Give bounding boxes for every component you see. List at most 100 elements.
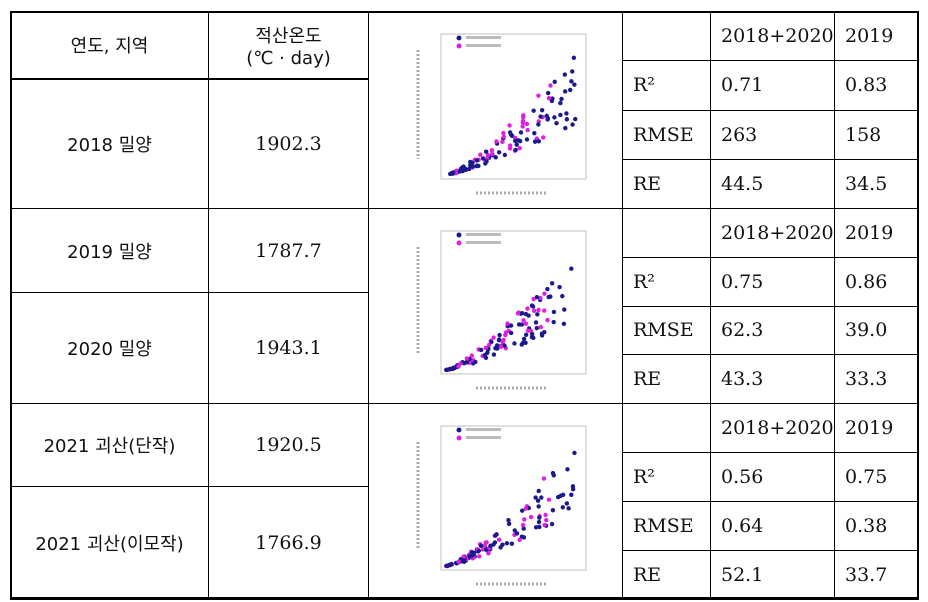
stat-value: 0.38 [834, 501, 919, 551]
plot-decor [546, 95, 551, 100]
plot-decor [457, 168, 462, 174]
plot-decor [456, 427, 461, 432]
plot-decor [557, 112, 563, 117]
plot-image [416, 33, 586, 194]
plot-decor [539, 331, 544, 336]
plot-decor [501, 342, 507, 348]
plot-decor [564, 116, 569, 121]
plot-decor [531, 130, 537, 135]
plot-decor [549, 280, 554, 285]
plot-decor [477, 152, 483, 157]
plot-decor [553, 120, 559, 125]
plot-decor [517, 138, 522, 143]
plot-decor [532, 138, 537, 144]
plot-decor [504, 540, 509, 545]
plot-decor [570, 486, 575, 491]
cell-text: 연도, 지역 [70, 36, 149, 57]
plot-decor [502, 152, 507, 157]
plot-decor [440, 230, 586, 374]
plot-decor [560, 504, 565, 509]
plot-cell [368, 403, 623, 600]
stat-label: RE [622, 354, 711, 404]
cell-text: 2019 [845, 417, 894, 439]
plot-decor [465, 35, 501, 39]
stat-header: 2019 [834, 11, 919, 62]
stat-value: 158 [834, 109, 919, 160]
plot-decor [537, 295, 543, 300]
plot-decor [456, 240, 461, 245]
plot-decor [469, 549, 474, 555]
plot-decor [525, 327, 530, 333]
cell-text: 0.75 [721, 270, 764, 293]
plot-decor [440, 425, 586, 570]
stat-value: 0.75 [834, 452, 919, 502]
plot-decor [501, 134, 506, 139]
plot-decor [536, 519, 541, 524]
plot-decor [567, 87, 572, 92]
plot-decor [508, 330, 513, 335]
plot-decor [478, 543, 483, 548]
stat-label: RMSE [622, 109, 711, 160]
gdd-cell: 1920.5 [208, 403, 369, 487]
stat-value: 263 [710, 109, 835, 160]
cell-text: 1787.7 [255, 239, 322, 262]
plot-decor [519, 123, 525, 129]
stat-label: RE [622, 550, 711, 600]
region-cell: 2019 밀양 [10, 208, 209, 293]
plot-decor [568, 492, 574, 497]
plot-decor [520, 118, 525, 123]
cell-text: 158 [845, 123, 882, 146]
stat-header: 2018+2020 [710, 403, 835, 453]
plot-decor [571, 450, 577, 455]
stat-value: 33.3 [834, 354, 919, 404]
plot-decor [486, 342, 491, 347]
cell-text: RE [633, 172, 662, 195]
stat-value: 44.5 [710, 158, 835, 209]
stat-header: 2019 [834, 208, 919, 258]
region-cell: 2018 밀양 [10, 79, 209, 209]
cell-text: 33.7 [845, 564, 888, 586]
cell-text: 2018+2020 [721, 25, 834, 48]
plot-decor [530, 296, 536, 301]
cell-text: 0.86 [845, 270, 888, 293]
plot-decor [472, 359, 478, 364]
plot-decor [496, 149, 501, 154]
cell-text: 34.5 [845, 172, 888, 195]
plot-decor [492, 345, 498, 350]
plot-decor [524, 305, 530, 311]
plot-decor [456, 43, 461, 48]
plot-decor [536, 514, 541, 520]
plot-decor [541, 291, 547, 296]
plot-decor [476, 548, 481, 553]
plot-decor [460, 163, 466, 169]
cell-text: 2021 괴산(이모작) [35, 534, 184, 555]
plot-decor [529, 331, 534, 336]
cell-text: 2018+2020 [721, 221, 834, 244]
stat-label [622, 11, 711, 62]
cell-text: 1920.5 [255, 434, 322, 456]
plot-decor [525, 312, 531, 318]
cell-text: 52.1 [721, 564, 764, 586]
cell-text: 0.56 [721, 466, 764, 488]
plot-decor [516, 321, 521, 327]
plot-decor [549, 98, 554, 103]
plot-decor [565, 505, 571, 511]
plot-decor [482, 160, 488, 166]
plot-decor [447, 171, 452, 176]
gdd-cell: 1787.7 [208, 208, 369, 293]
plot-decor [508, 322, 513, 328]
plot-decor [571, 55, 576, 60]
cell-text: 44.5 [721, 172, 764, 195]
plot-decor [447, 562, 452, 567]
plot-decor [456, 35, 461, 40]
plot-decor [490, 541, 496, 547]
plot-decor [521, 516, 526, 522]
plot-decor [550, 507, 555, 512]
plot-decor [516, 145, 522, 150]
plot-decor [511, 340, 517, 346]
plot-decor [544, 317, 550, 322]
region-cell: 2021 괴산(이모작) [10, 486, 209, 600]
stat-header: 2019 [834, 403, 919, 453]
plot-decor [512, 147, 518, 152]
cell-text: 2019 [845, 25, 894, 48]
